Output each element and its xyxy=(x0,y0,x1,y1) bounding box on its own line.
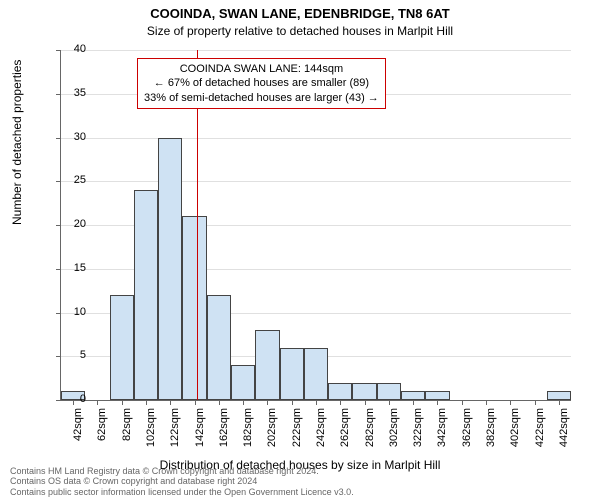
callout-line-2: ← 67% of detached houses are smaller (89… xyxy=(144,76,379,90)
x-tick-mark xyxy=(340,400,341,405)
x-tick-mark xyxy=(413,400,414,405)
x-tick-mark xyxy=(146,400,147,405)
x-tick-label: 262sqm xyxy=(339,408,351,448)
x-tick-mark xyxy=(243,400,244,405)
histogram-bar xyxy=(377,383,401,401)
x-tick-label: 302sqm xyxy=(388,408,400,448)
histogram-bar xyxy=(280,348,304,401)
grid-line xyxy=(61,50,571,51)
x-tick-label: 442sqm xyxy=(558,408,570,448)
y-tick-label: 10 xyxy=(56,306,86,318)
x-tick-mark xyxy=(510,400,511,405)
y-tick-label: 25 xyxy=(56,174,86,186)
footer-line-3: Contains public sector information licen… xyxy=(10,487,354,497)
callout-box: COOINDA SWAN LANE: 144sqm← 67% of detach… xyxy=(137,58,386,109)
x-tick-label: 382sqm xyxy=(485,408,497,448)
y-tick-label: 0 xyxy=(56,393,86,405)
x-tick-mark xyxy=(437,400,438,405)
x-tick-mark xyxy=(486,400,487,405)
x-tick-label: 202sqm xyxy=(266,408,278,448)
x-tick-mark xyxy=(122,400,123,405)
histogram-bar xyxy=(231,365,255,400)
callout-line-3: 33% of semi-detached houses are larger (… xyxy=(144,91,379,105)
histogram-bar xyxy=(182,216,206,400)
x-tick-label: 282sqm xyxy=(364,408,376,448)
x-tick-mark xyxy=(292,400,293,405)
x-tick-mark xyxy=(559,400,560,405)
histogram-bar xyxy=(134,190,158,400)
grid-line xyxy=(61,138,571,139)
x-tick-mark xyxy=(365,400,366,405)
x-tick-mark xyxy=(316,400,317,405)
x-tick-label: 162sqm xyxy=(218,408,230,448)
x-tick-label: 402sqm xyxy=(509,408,521,448)
x-tick-label: 182sqm xyxy=(242,408,254,448)
x-tick-mark xyxy=(97,400,98,405)
x-tick-mark xyxy=(462,400,463,405)
chart-title-main: COOINDA, SWAN LANE, EDENBRIDGE, TN8 6AT xyxy=(0,6,600,21)
x-tick-label: 62sqm xyxy=(96,408,108,448)
histogram-bar xyxy=(352,383,376,401)
histogram-bar xyxy=(401,391,425,400)
histogram-bar xyxy=(328,383,352,401)
histogram-bar xyxy=(547,391,571,400)
y-tick-label: 20 xyxy=(56,218,86,230)
histogram-bar xyxy=(255,330,279,400)
x-tick-label: 362sqm xyxy=(461,408,473,448)
y-tick-label: 35 xyxy=(56,87,86,99)
x-tick-label: 42sqm xyxy=(72,408,84,448)
x-tick-mark xyxy=(219,400,220,405)
x-tick-label: 242sqm xyxy=(315,408,327,448)
y-axis-label: Number of detached properties xyxy=(10,60,24,225)
x-tick-mark xyxy=(535,400,536,405)
x-tick-label: 82sqm xyxy=(121,408,133,448)
x-tick-label: 142sqm xyxy=(194,408,206,448)
y-tick-label: 30 xyxy=(56,131,86,143)
y-tick-label: 15 xyxy=(56,262,86,274)
footer-attribution: Contains HM Land Registry data © Crown c… xyxy=(10,466,354,498)
x-tick-label: 342sqm xyxy=(436,408,448,448)
x-tick-label: 422sqm xyxy=(534,408,546,448)
x-tick-mark xyxy=(267,400,268,405)
x-tick-label: 222sqm xyxy=(291,408,303,448)
chart-container: COOINDA, SWAN LANE, EDENBRIDGE, TN8 6AT … xyxy=(0,0,600,500)
histogram-bar xyxy=(425,391,449,400)
histogram-bar xyxy=(207,295,231,400)
x-tick-mark xyxy=(389,400,390,405)
x-tick-label: 322sqm xyxy=(412,408,424,448)
histogram-bar xyxy=(110,295,134,400)
footer-line-1: Contains HM Land Registry data © Crown c… xyxy=(10,466,319,476)
y-tick-label: 5 xyxy=(56,349,86,361)
footer-line-2: Contains OS data © Crown copyright and d… xyxy=(10,476,257,486)
grid-line xyxy=(61,181,571,182)
x-tick-mark xyxy=(170,400,171,405)
y-tick-label: 40 xyxy=(56,43,86,55)
histogram-bar xyxy=(158,138,182,401)
chart-title-sub: Size of property relative to detached ho… xyxy=(0,24,600,38)
plot-area: COOINDA SWAN LANE: 144sqm← 67% of detach… xyxy=(60,50,571,401)
callout-line-1: COOINDA SWAN LANE: 144sqm xyxy=(144,62,379,76)
x-tick-label: 122sqm xyxy=(169,408,181,448)
x-tick-mark xyxy=(195,400,196,405)
x-tick-label: 102sqm xyxy=(145,408,157,448)
histogram-bar xyxy=(304,348,328,401)
